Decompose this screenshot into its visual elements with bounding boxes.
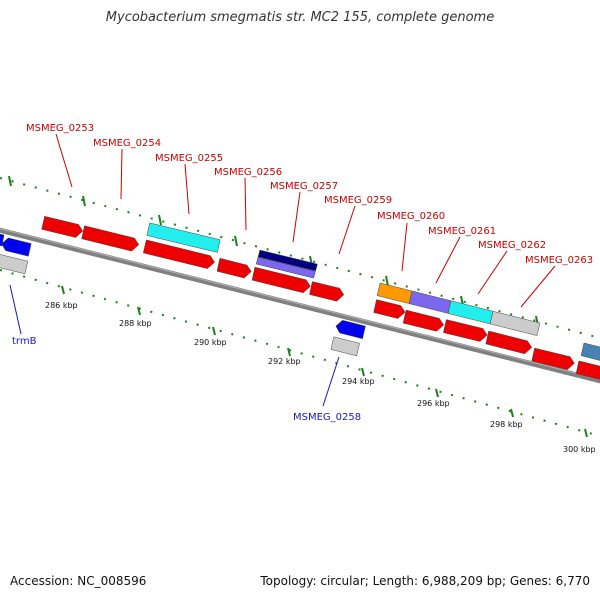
gene-label-msmeg-0255[interactable]: MSMEG_0255 <box>155 153 223 164</box>
gene-label-msmeg-0261[interactable]: MSMEG_0261 <box>428 226 496 237</box>
label-leader-lines <box>9 133 556 407</box>
gene-label-msmeg-0253[interactable]: MSMEG_0253 <box>26 123 94 134</box>
scale-label: 288 kbp <box>119 319 152 328</box>
gene-box-msmeg-0257[interactable] <box>255 256 316 279</box>
accession-text: Accession: NC_008596 <box>10 574 147 588</box>
gene-arrow-msmeg-0258[interactable] <box>335 320 366 340</box>
gene-box-gray-edge[interactable] <box>0 252 29 275</box>
gene-arrow-red-strand-1[interactable] <box>143 239 215 269</box>
gene-box-msmeg-0256[interactable] <box>257 249 318 272</box>
gene-box-msmeg-0263[interactable] <box>489 310 541 336</box>
gene-label-msmeg-0260[interactable]: MSMEG_0260 <box>377 211 445 222</box>
gene-box-msmeg-0255[interactable] <box>146 222 221 253</box>
gene-label-msmeg-0258[interactable]: MSMEG_0258 <box>293 412 361 423</box>
gene-arrow-red-strand-2[interactable] <box>216 257 252 279</box>
gene-label-msmeg-0262[interactable]: MSMEG_0262 <box>478 240 546 251</box>
gene-label-msmeg-0256[interactable]: MSMEG_0256 <box>214 167 282 178</box>
gene-label-msmeg-0254[interactable]: MSMEG_0254 <box>93 138 161 149</box>
gene-arrow-red-strand-3[interactable] <box>251 266 311 294</box>
genome-backbone <box>0 227 600 384</box>
outer-tick-ring <box>0 175 600 339</box>
scale-labels: 286 kbp 288 kbp 290 kbp 292 kbp 294 kbp … <box>45 301 596 454</box>
scale-label: 294 kbp <box>342 377 375 386</box>
gene-arrow-red-strand-4[interactable] <box>373 299 406 319</box>
outer-dotted-line <box>0 177 600 339</box>
gene-arrow-msmeg-0253[interactable] <box>41 215 84 238</box>
scale-label: 300 kbp <box>563 445 596 454</box>
gene-box-gray-0258[interactable] <box>330 336 360 357</box>
gene-arrow-red-strand-7[interactable] <box>485 330 533 355</box>
inner-major-ticks <box>61 285 588 438</box>
scale-label: 298 kbp <box>490 420 523 429</box>
gene-label-msmeg-0257[interactable]: MSMEG_0257 <box>270 181 338 192</box>
scale-label: 296 kbp <box>417 399 450 408</box>
gene-arrow-msmeg-0259[interactable] <box>309 281 345 302</box>
gene-arrow-trmb[interactable] <box>1 237 32 257</box>
gene-label-msmeg-0263[interactable]: MSMEG_0263 <box>525 255 593 266</box>
scale-label: 286 kbp <box>45 301 78 310</box>
topology-text: Topology: circular; Length: 6,988,209 bp… <box>260 574 590 588</box>
gene-box-msmeg-0261[interactable] <box>408 290 452 314</box>
gene-arrow-red-strand-8[interactable] <box>531 347 575 370</box>
inner-tick-ring <box>0 269 600 438</box>
top-strand-genes <box>41 215 600 380</box>
map-title: Mycobacterium smegmatis str. MC2 155, co… <box>105 10 495 25</box>
gene-box-msmeg-0262[interactable] <box>447 300 494 325</box>
bottom-strand-genes <box>0 232 366 357</box>
gene-arrow-red-strand-5[interactable] <box>402 309 445 332</box>
gene-arrow-msmeg-0254[interactable] <box>81 225 140 252</box>
scale-label: 290 kbp <box>194 338 227 347</box>
scale-label: 292 kbp <box>268 357 301 366</box>
gene-label-msmeg-0259[interactable]: MSMEG_0259 <box>324 195 392 206</box>
gene-arrow-red-strand-6[interactable] <box>443 319 488 342</box>
gene-box-steel-edge[interactable] <box>580 342 600 363</box>
gene-label-trmb[interactable]: trmB <box>12 336 37 347</box>
gene-labels: MSMEG_0253 MSMEG_0254 MSMEG_0255 MSMEG_0… <box>12 123 593 423</box>
gene-box-blue-edge[interactable] <box>0 232 5 247</box>
